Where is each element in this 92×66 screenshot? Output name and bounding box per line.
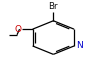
Text: Br: Br [48, 2, 57, 11]
Text: O: O [14, 25, 21, 34]
Text: N: N [76, 41, 83, 50]
